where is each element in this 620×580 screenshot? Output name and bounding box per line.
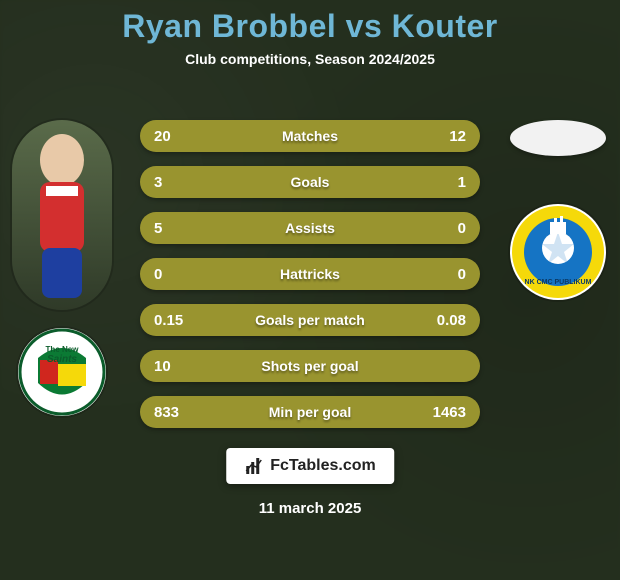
- content-root: Ryan Brobbel vs Kouter Club competitions…: [0, 0, 620, 580]
- stat-row: 10 Shots per goal: [140, 350, 480, 382]
- stat-left-value: 833: [154, 404, 204, 421]
- club-crest-icon: The New Saints: [18, 328, 106, 416]
- page-subtitle: Club competitions, Season 2024/2025: [0, 51, 620, 67]
- page-title: Ryan Brobbel vs Kouter: [0, 0, 620, 45]
- stat-label: Goals per match: [204, 312, 416, 328]
- player-photo-left: [12, 120, 112, 310]
- stat-row: 20 Matches 12: [140, 120, 480, 152]
- stat-label: Hattricks: [204, 266, 416, 282]
- club-badge-left: The New Saints: [18, 328, 106, 416]
- stats-list: 20 Matches 12 3 Goals 1 5 Assists 0 0 Ha…: [140, 120, 480, 428]
- stat-left-value: 5: [154, 220, 204, 237]
- date-text: 11 march 2025: [0, 500, 620, 517]
- stat-left-value: 10: [154, 358, 204, 375]
- stat-label: Matches: [204, 128, 416, 144]
- stat-right-value: 0: [416, 220, 466, 237]
- stat-row: 5 Assists 0: [140, 212, 480, 244]
- stat-label: Min per goal: [204, 404, 416, 420]
- bar-chart-icon: [244, 456, 264, 476]
- club-crest-icon: NK CMC PUBLIKUM: [510, 204, 606, 300]
- stat-label: Assists: [204, 220, 416, 236]
- stat-label: Goals: [204, 174, 416, 190]
- right-avatar-column: NK CMC PUBLIKUM: [508, 120, 608, 300]
- brand-badge[interactable]: FcTables.com: [226, 448, 394, 484]
- stat-label: Shots per goal: [204, 358, 416, 374]
- left-avatar-column: The New Saints: [12, 120, 112, 416]
- stat-right-value: 0.08: [416, 312, 466, 329]
- brand-text: FcTables.com: [270, 457, 376, 475]
- stat-left-value: 0.15: [154, 312, 204, 329]
- stat-left-value: 20: [154, 128, 204, 145]
- stat-right-value: 12: [416, 128, 466, 145]
- svg-text:Saints: Saints: [47, 354, 77, 365]
- stat-right-value: 1: [416, 174, 466, 191]
- svg-text:NK CMC PUBLIKUM: NK CMC PUBLIKUM: [525, 279, 592, 286]
- stat-row: 3 Goals 1: [140, 166, 480, 198]
- player-silhouette-icon: [12, 120, 112, 310]
- stat-left-value: 3: [154, 174, 204, 191]
- stat-row: 0.15 Goals per match 0.08: [140, 304, 480, 336]
- stat-row: 833 Min per goal 1463: [140, 396, 480, 428]
- club-badge-right: NK CMC PUBLIKUM: [510, 204, 606, 300]
- stat-row: 0 Hattricks 0: [140, 258, 480, 290]
- svg-text:The New: The New: [46, 345, 80, 354]
- player-photo-right-placeholder: [510, 120, 606, 156]
- stat-right-value: 1463: [416, 404, 466, 421]
- stat-left-value: 0: [154, 266, 204, 283]
- stat-right-value: 0: [416, 266, 466, 283]
